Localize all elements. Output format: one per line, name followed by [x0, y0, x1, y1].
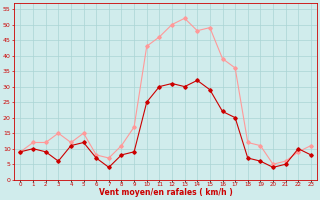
X-axis label: Vent moyen/en rafales ( km/h ): Vent moyen/en rafales ( km/h ): [99, 188, 233, 197]
